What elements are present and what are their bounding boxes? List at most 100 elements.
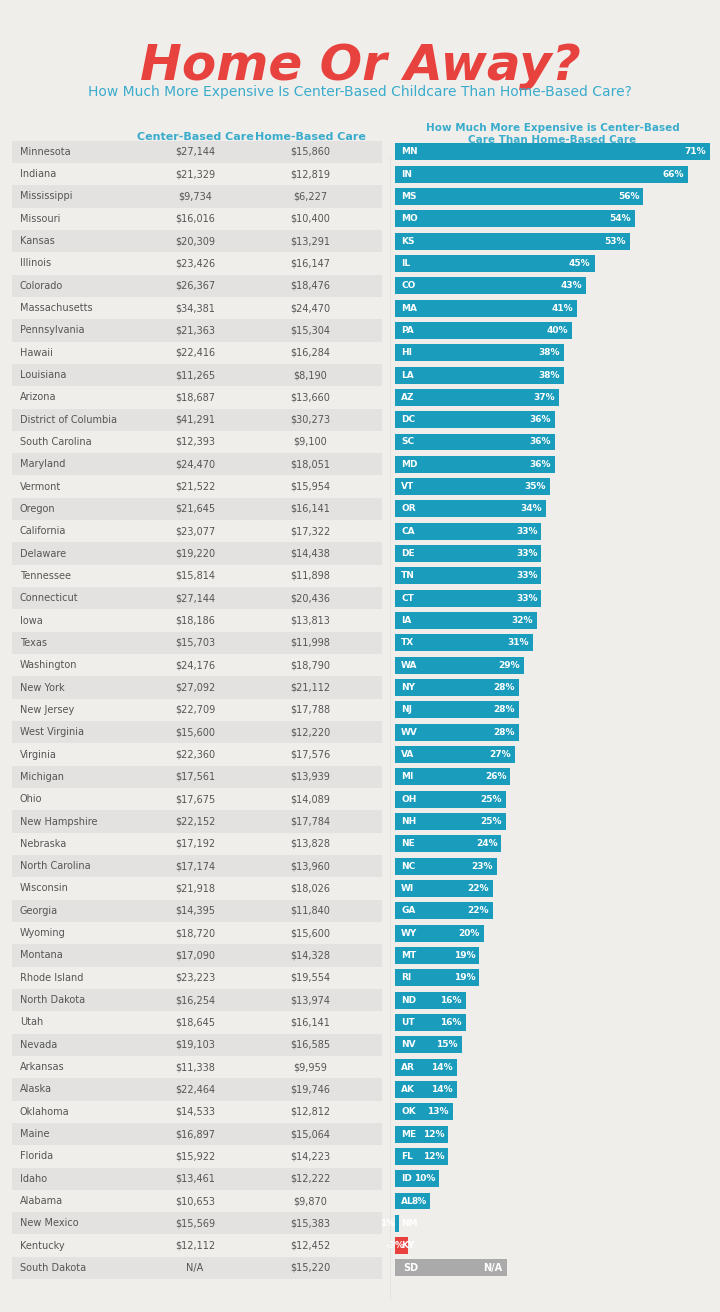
Text: 12%: 12% (423, 1130, 444, 1139)
FancyBboxPatch shape (395, 255, 595, 272)
Text: VT: VT (401, 482, 414, 491)
Text: North Dakota: North Dakota (20, 994, 85, 1005)
Text: ME: ME (401, 1130, 416, 1139)
FancyBboxPatch shape (395, 1260, 507, 1277)
FancyBboxPatch shape (12, 408, 382, 430)
Text: NC: NC (401, 862, 415, 871)
Text: 36%: 36% (529, 437, 551, 446)
Text: Center-Based Care: Center-Based Care (137, 131, 253, 142)
Text: New Hampshire: New Hampshire (20, 816, 97, 827)
Text: California: California (20, 526, 66, 537)
Text: NH: NH (401, 817, 416, 827)
Text: West Virginia: West Virginia (20, 727, 84, 737)
Text: Oregon: Oregon (20, 504, 55, 514)
Text: $17,561: $17,561 (175, 771, 215, 782)
Text: $16,016: $16,016 (175, 214, 215, 224)
Text: KY: KY (401, 1241, 415, 1250)
Text: 24%: 24% (476, 840, 498, 849)
Text: 22%: 22% (467, 907, 489, 916)
Text: 32%: 32% (511, 617, 533, 625)
FancyBboxPatch shape (395, 657, 523, 674)
Text: LA: LA (401, 370, 414, 379)
Text: $27,144: $27,144 (175, 593, 215, 604)
Text: Vermont: Vermont (20, 482, 61, 492)
Text: $16,147: $16,147 (290, 258, 330, 269)
FancyBboxPatch shape (12, 811, 382, 833)
Text: $26,367: $26,367 (175, 281, 215, 291)
Text: New Mexico: New Mexico (20, 1219, 78, 1228)
Text: $12,222: $12,222 (290, 1174, 330, 1183)
Text: NY: NY (401, 684, 415, 691)
FancyBboxPatch shape (395, 388, 559, 405)
Text: $19,554: $19,554 (290, 972, 330, 983)
FancyBboxPatch shape (395, 411, 554, 428)
Text: UT: UT (401, 1018, 415, 1027)
FancyBboxPatch shape (12, 363, 382, 386)
Text: District of Columbia: District of Columbia (20, 415, 117, 425)
Text: 38%: 38% (538, 348, 559, 357)
Text: $16,284: $16,284 (290, 348, 330, 358)
Text: 22%: 22% (467, 884, 489, 893)
Text: 33%: 33% (516, 550, 537, 558)
Text: MA: MA (401, 303, 417, 312)
Text: IL: IL (401, 258, 410, 268)
Text: N/A: N/A (482, 1263, 502, 1273)
Text: 27%: 27% (489, 750, 510, 760)
Text: $18,186: $18,186 (175, 615, 215, 626)
FancyBboxPatch shape (395, 433, 554, 450)
Text: Alabama: Alabama (20, 1197, 63, 1206)
Text: Massachusetts: Massachusetts (20, 303, 93, 314)
Text: AK: AK (401, 1085, 415, 1094)
Text: 25%: 25% (480, 817, 502, 827)
FancyBboxPatch shape (12, 1212, 382, 1235)
FancyBboxPatch shape (395, 1170, 439, 1187)
Text: $13,974: $13,974 (290, 994, 330, 1005)
Text: Nebraska: Nebraska (20, 838, 66, 849)
Text: IA: IA (401, 617, 411, 625)
Text: TN: TN (401, 572, 415, 580)
FancyBboxPatch shape (395, 1036, 462, 1054)
Text: $15,383: $15,383 (290, 1219, 330, 1228)
Text: 66%: 66% (662, 169, 684, 178)
Text: MO: MO (401, 214, 418, 223)
Text: MD: MD (401, 459, 418, 468)
Text: 33%: 33% (516, 572, 537, 580)
FancyBboxPatch shape (395, 455, 554, 472)
Text: $11,898: $11,898 (290, 571, 330, 581)
Text: 20%: 20% (459, 929, 480, 938)
Text: Home Or Away?: Home Or Away? (140, 42, 580, 91)
FancyBboxPatch shape (395, 747, 515, 764)
Text: AL: AL (401, 1197, 414, 1206)
Text: $14,438: $14,438 (290, 548, 330, 559)
Text: 35%: 35% (525, 482, 546, 491)
FancyBboxPatch shape (12, 453, 382, 475)
Text: Maryland: Maryland (20, 459, 66, 470)
FancyBboxPatch shape (12, 900, 382, 922)
Text: $11,265: $11,265 (175, 370, 215, 380)
Text: $17,174: $17,174 (175, 861, 215, 871)
Text: MI: MI (401, 773, 413, 782)
Text: Kentucky: Kentucky (20, 1241, 65, 1250)
Text: Michigan: Michigan (20, 771, 64, 782)
Text: SD: SD (403, 1263, 418, 1273)
Text: Delaware: Delaware (20, 548, 66, 559)
Text: 40%: 40% (547, 325, 569, 335)
FancyBboxPatch shape (395, 836, 501, 853)
Text: $13,828: $13,828 (290, 838, 330, 849)
Text: AZ: AZ (401, 392, 415, 401)
Text: $22,152: $22,152 (175, 816, 215, 827)
Text: NM: NM (401, 1219, 418, 1228)
Text: $30,273: $30,273 (290, 415, 330, 425)
Text: $15,922: $15,922 (175, 1152, 215, 1161)
Text: 56%: 56% (618, 192, 639, 201)
FancyBboxPatch shape (395, 478, 550, 495)
Text: ID: ID (401, 1174, 412, 1183)
FancyBboxPatch shape (12, 497, 382, 520)
Text: $16,254: $16,254 (175, 994, 215, 1005)
FancyBboxPatch shape (12, 1123, 382, 1145)
FancyBboxPatch shape (395, 702, 519, 719)
Text: HI: HI (401, 348, 412, 357)
Text: $17,576: $17,576 (290, 749, 330, 760)
FancyBboxPatch shape (395, 366, 564, 383)
FancyBboxPatch shape (395, 925, 484, 942)
